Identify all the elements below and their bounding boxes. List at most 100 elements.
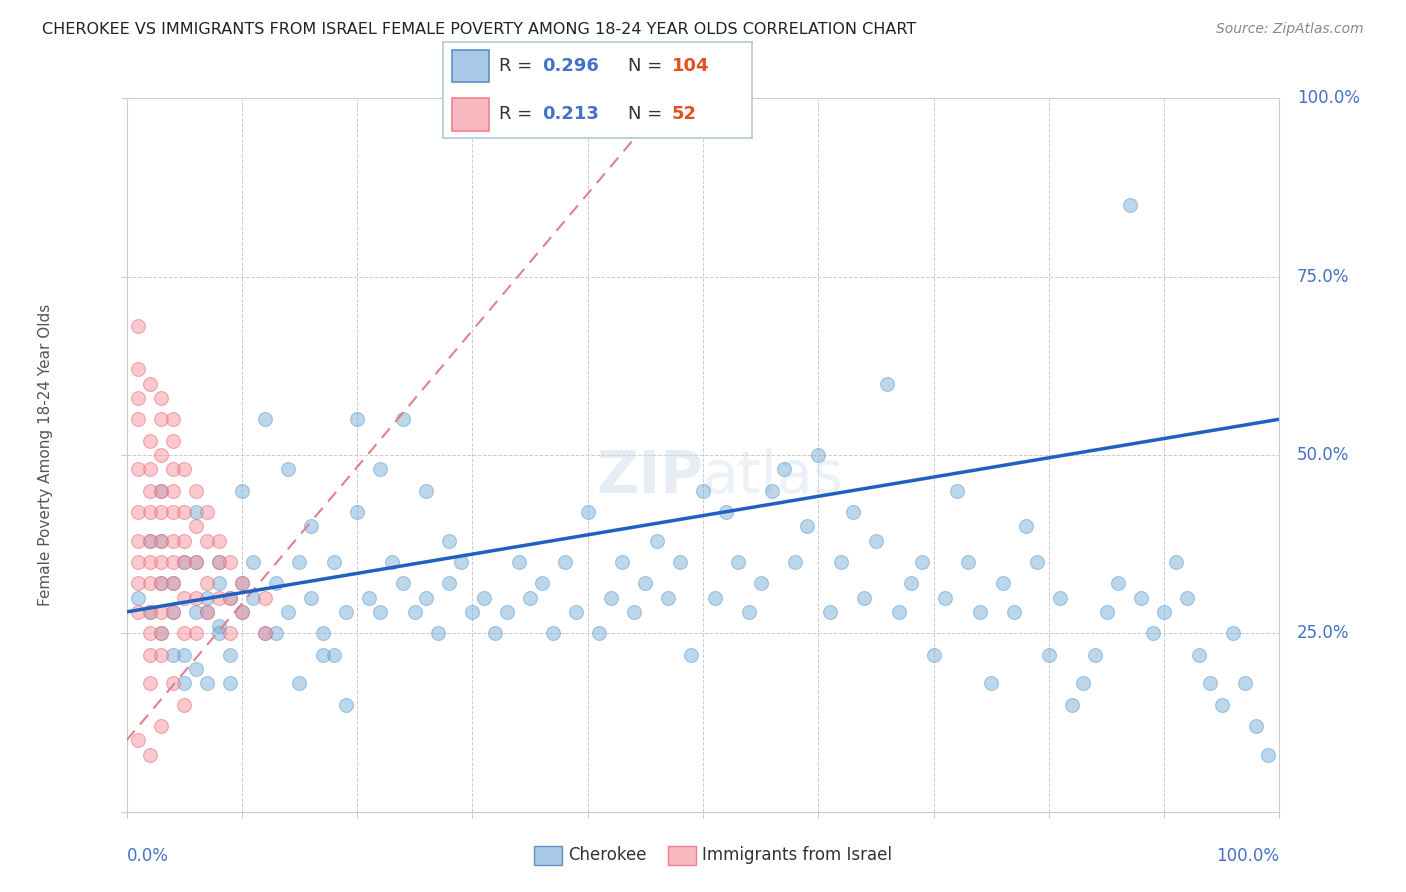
Text: 0.213: 0.213 — [541, 105, 599, 123]
Point — [138, 555, 160, 569]
Point — [242, 591, 264, 605]
Point — [461, 605, 484, 619]
Point — [150, 555, 173, 569]
Point — [138, 533, 160, 548]
Point — [150, 648, 173, 662]
Point — [127, 462, 149, 476]
Point — [208, 555, 231, 569]
Point — [138, 747, 160, 762]
Point — [138, 648, 160, 662]
Point — [554, 555, 576, 569]
Point — [368, 462, 391, 476]
Point — [219, 626, 242, 640]
Point — [195, 591, 218, 605]
Point — [311, 626, 333, 640]
Point — [127, 533, 149, 548]
Point — [150, 605, 173, 619]
Point — [208, 619, 231, 633]
Point — [127, 733, 149, 747]
Point — [195, 505, 218, 519]
Point — [785, 555, 807, 569]
Point — [576, 505, 599, 519]
Point — [162, 533, 184, 548]
Point — [323, 648, 346, 662]
Point — [692, 483, 714, 498]
Point — [150, 505, 173, 519]
Point — [1026, 555, 1049, 569]
Point — [1222, 626, 1244, 640]
Point — [887, 605, 910, 619]
Point — [439, 533, 461, 548]
Point — [219, 676, 242, 690]
Point — [1107, 576, 1129, 591]
Point — [150, 483, 173, 498]
Point — [162, 412, 184, 426]
Point — [945, 483, 967, 498]
Point — [150, 412, 173, 426]
Point — [426, 626, 449, 640]
Point — [450, 555, 472, 569]
Point — [173, 462, 195, 476]
Point — [150, 533, 173, 548]
Point — [623, 605, 645, 619]
Point — [127, 412, 149, 426]
Point — [266, 626, 288, 640]
Text: 0.296: 0.296 — [541, 57, 599, 75]
Point — [565, 605, 588, 619]
Point — [208, 591, 231, 605]
Point — [184, 505, 207, 519]
Point — [150, 576, 173, 591]
Point — [162, 555, 184, 569]
Point — [1049, 591, 1071, 605]
Point — [853, 591, 876, 605]
Point — [1060, 698, 1083, 712]
Point — [323, 555, 346, 569]
Point — [541, 626, 564, 640]
Point — [911, 555, 934, 569]
Point — [150, 448, 173, 462]
Text: N =: N = — [628, 105, 668, 123]
Point — [195, 676, 218, 690]
Point — [173, 648, 195, 662]
Point — [900, 576, 922, 591]
Point — [127, 605, 149, 619]
Point — [1095, 605, 1118, 619]
Point — [150, 719, 173, 733]
Point — [1164, 555, 1187, 569]
Point — [439, 576, 461, 591]
Point — [127, 319, 149, 334]
Point — [484, 626, 506, 640]
Text: Female Poverty Among 18-24 Year Olds: Female Poverty Among 18-24 Year Olds — [38, 304, 53, 606]
Point — [127, 576, 149, 591]
Text: 100.0%: 100.0% — [1296, 89, 1360, 107]
Point — [299, 591, 322, 605]
Point — [184, 626, 207, 640]
Point — [231, 605, 253, 619]
Text: 104: 104 — [672, 57, 709, 75]
Point — [150, 576, 173, 591]
Point — [253, 591, 276, 605]
Point — [288, 555, 311, 569]
Point — [208, 626, 231, 640]
Point — [138, 462, 160, 476]
Point — [138, 676, 160, 690]
Point — [761, 483, 783, 498]
Point — [772, 462, 794, 476]
Text: Immigrants from Israel: Immigrants from Israel — [702, 847, 891, 864]
Point — [980, 676, 1002, 690]
Point — [127, 555, 149, 569]
Point — [277, 462, 299, 476]
Point — [299, 519, 322, 533]
Point — [392, 412, 415, 426]
Point — [219, 555, 242, 569]
Point — [714, 505, 737, 519]
Text: 25.0%: 25.0% — [1296, 624, 1350, 642]
FancyBboxPatch shape — [453, 98, 489, 130]
Point — [138, 626, 160, 640]
Point — [266, 576, 288, 591]
Point — [184, 519, 207, 533]
Text: R =: R = — [499, 57, 537, 75]
Point — [184, 555, 207, 569]
FancyBboxPatch shape — [453, 50, 489, 82]
Point — [127, 591, 149, 605]
